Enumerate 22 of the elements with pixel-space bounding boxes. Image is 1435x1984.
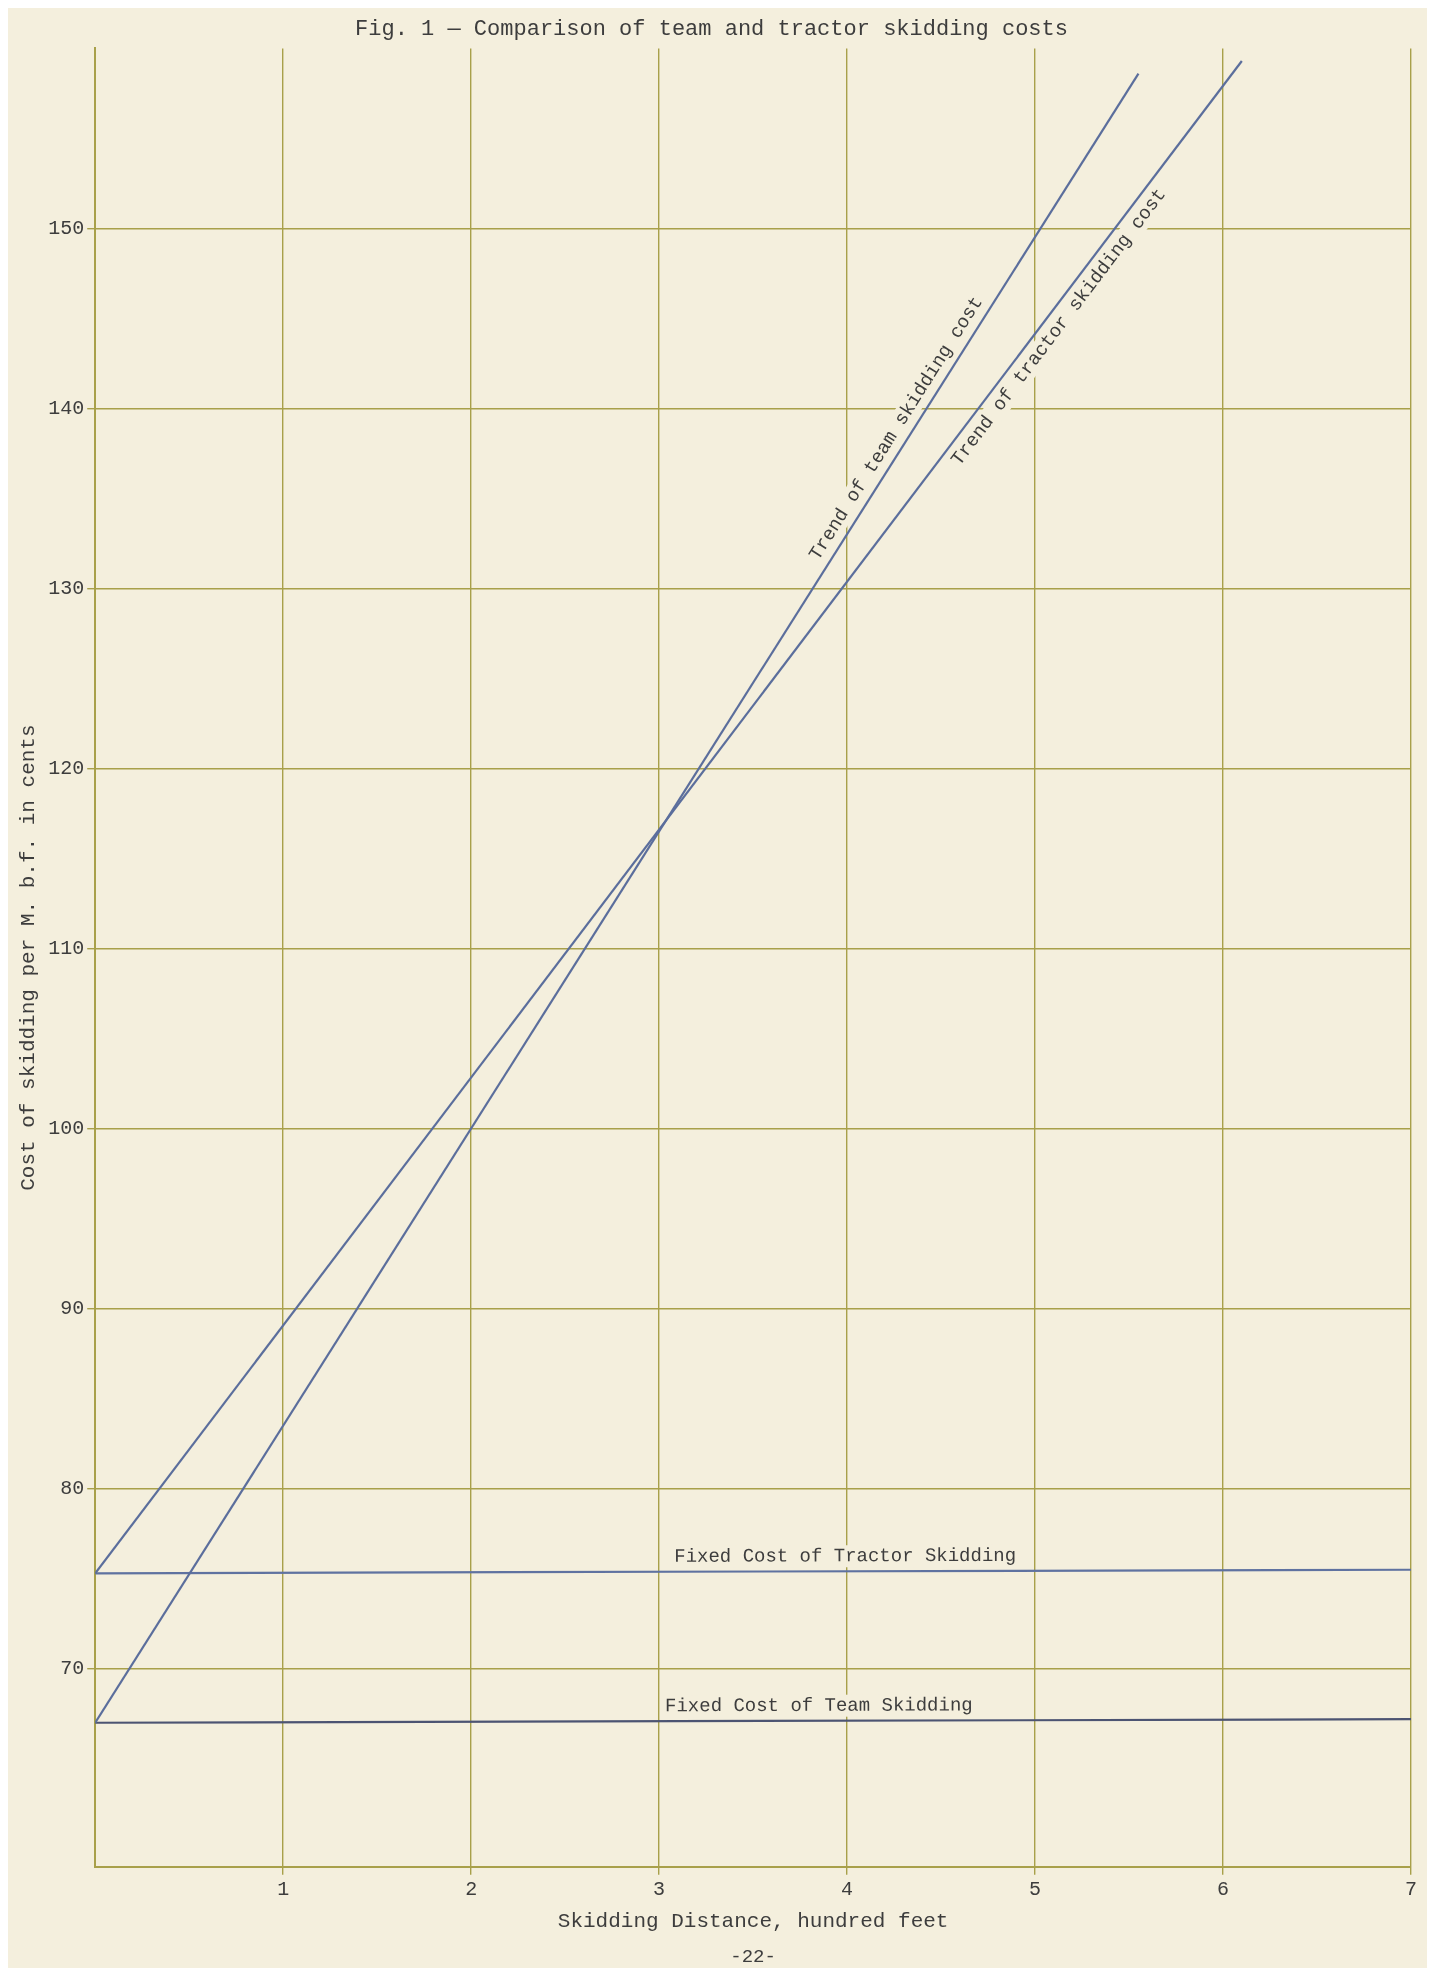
y-tick-label: 150	[48, 216, 85, 240]
y-tick-label: 120	[48, 756, 85, 780]
x-tick-label: 4	[841, 1878, 854, 1902]
series-label: Fixed Cost of Tractor Skidding	[674, 1544, 1017, 1568]
y-tick-label: 70	[60, 1657, 85, 1681]
x-tick-label: 1	[277, 1878, 290, 1902]
y-tick-label: 80	[60, 1477, 85, 1501]
x-axis-title: Skidding Distance, hundred feet	[557, 1909, 949, 1933]
series-label: Fixed Cost of Team Skidding	[665, 1694, 973, 1718]
x-tick-label: 3	[653, 1878, 666, 1902]
x-tick-label: 7	[1404, 1878, 1418, 1902]
y-tick-label: 90	[60, 1296, 85, 1320]
x-tick-label: 2	[465, 1878, 478, 1902]
x-tick-label: 5	[1029, 1878, 1042, 1902]
text: -22-	[730, 1945, 776, 1968]
x-tick-label: 6	[1217, 1878, 1230, 1902]
y-tick-label: 100	[48, 1116, 85, 1140]
chart-title: Fig. 1 — Comparison of team and tractor skidding costs	[355, 17, 1068, 43]
y-tick-label: 140	[48, 396, 85, 420]
y-tick-label: 110	[48, 936, 85, 960]
y-axis-title: Cost of skidding per M. b.f. in cents	[17, 724, 41, 1191]
y-tick-label: 130	[48, 576, 85, 600]
